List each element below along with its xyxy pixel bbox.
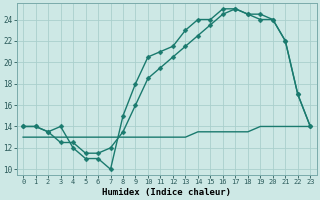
X-axis label: Humidex (Indice chaleur): Humidex (Indice chaleur): [102, 188, 231, 197]
